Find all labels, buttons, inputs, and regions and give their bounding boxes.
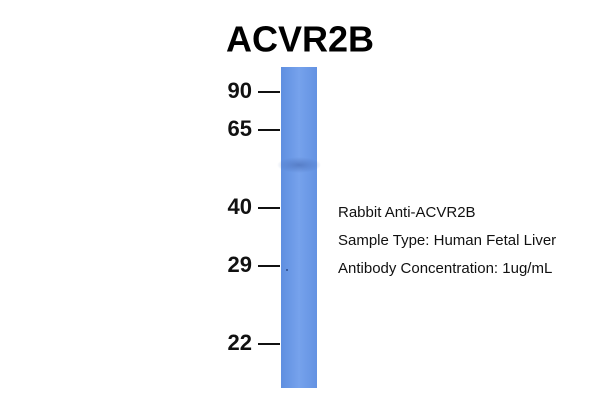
blot-lane [281, 67, 317, 388]
marker-label: 29 [228, 252, 252, 277]
title: ACVR2B [226, 19, 374, 60]
marker-label: 65 [228, 116, 252, 141]
speck [286, 269, 288, 271]
annotation: Rabbit Anti-ACVR2B [338, 204, 476, 221]
marker-label: 40 [228, 194, 252, 219]
marker-label: 22 [228, 330, 252, 355]
annotation: Antibody Concentration: 1ug/mL [338, 260, 552, 277]
marker-label: 90 [228, 78, 252, 103]
annotation: Sample Type: Human Fetal Liver [338, 232, 556, 249]
band [277, 157, 321, 173]
